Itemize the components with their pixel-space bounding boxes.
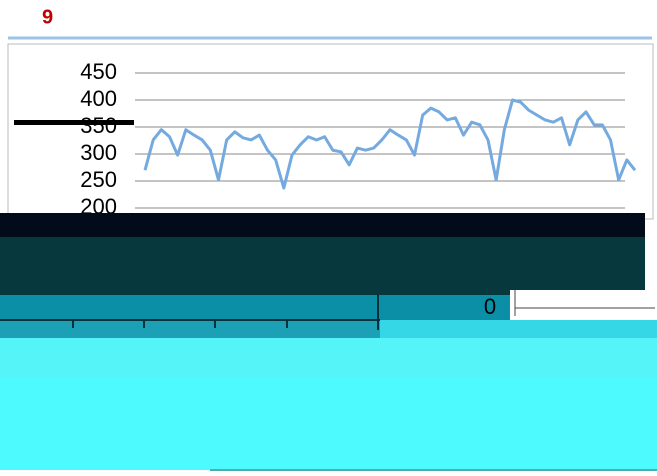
y-tick-label: 450	[80, 59, 117, 84]
y-tick-label: 350	[80, 113, 117, 138]
y-tick-label: 250	[80, 167, 117, 192]
glitch-block	[0, 320, 380, 338]
data-line	[143, 98, 637, 190]
y-tick-label: 300	[80, 140, 117, 165]
slide-number: 9	[42, 6, 53, 28]
glitch-block	[0, 295, 380, 320]
glitch-block	[0, 378, 657, 470]
glitch-block	[0, 237, 645, 295]
second-chart-area	[510, 290, 657, 320]
glitch-block	[0, 338, 657, 378]
glitch-block	[380, 295, 510, 320]
glitch-block	[0, 213, 645, 237]
glitch-ticks	[72, 295, 379, 330]
second-chart-label: 0	[484, 294, 496, 319]
glitch-block	[14, 120, 134, 125]
y-tick-label: 400	[80, 86, 117, 111]
glitch-block	[380, 320, 657, 338]
